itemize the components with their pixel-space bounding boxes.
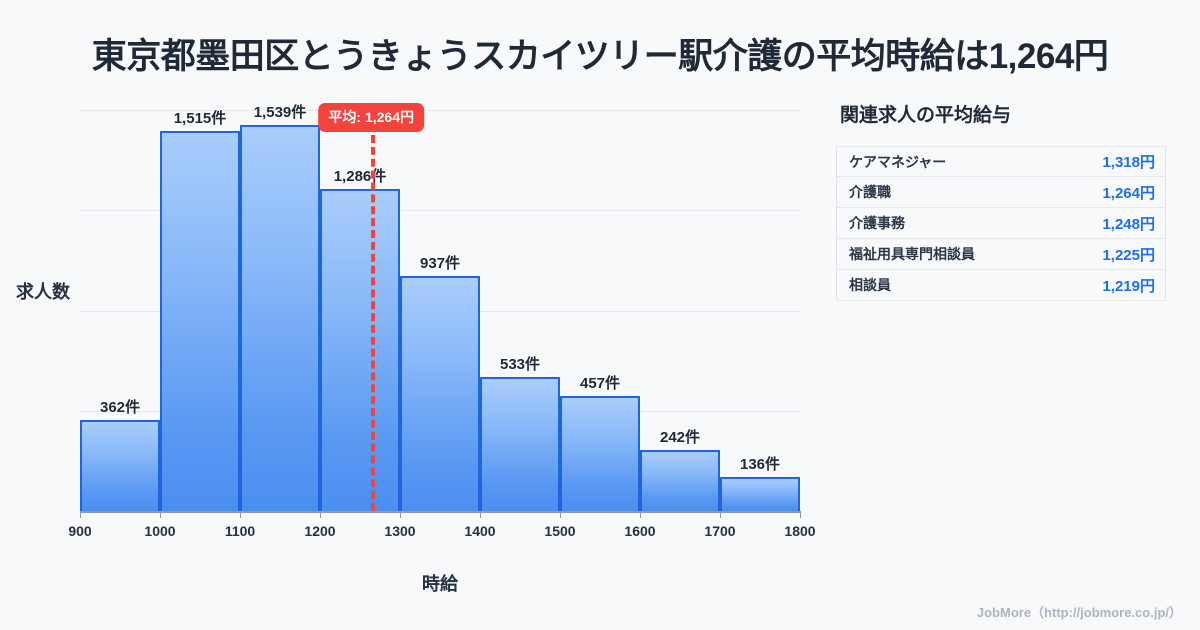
job-title-label: 介護事務 [849,215,905,231]
bar [80,420,160,511]
job-salary-value: 1,219円 [1102,277,1155,295]
job-title-label: 福祉用具専門相談員 [849,246,975,262]
x-axis-tick-label: 1400 [464,523,496,539]
table-row: 相談員 1,219円 [837,270,1165,301]
x-axis-tick [400,511,401,518]
job-title-label: 相談員 [849,277,891,293]
job-salary-value: 1,225円 [1102,246,1155,264]
bar [720,476,800,511]
bar [400,276,480,511]
bar-value-label: 1,539件 [253,104,307,122]
bar-value-label: 1,286件 [333,167,387,185]
bar [320,188,400,511]
bar-value-label: 136件 [739,455,781,473]
bar [560,396,640,511]
page-title: 東京都墨田区とうきょうスカイツリー駅介護の平均時給は1,264円 [91,37,1109,76]
job-salary-value: 1,318円 [1102,154,1155,171]
x-axis-tick-label: 1700 [704,523,736,539]
related-salary-table: ケアマネジャー 1,318円介護職 1,264円介護事務 1,248円福祉用具専門相談… [836,146,1166,301]
table-row: 介護事務 1,248円 [837,208,1165,239]
watermark-footer: JobMore（http://jobmore.co.jp/） [976,605,1182,620]
gridline [80,210,800,212]
x-axis-tick-label: 1800 [784,523,816,539]
histogram-chart: 362件 1,515件 1,539件 1,286件 937件 533件 457件 242件 13… [16,103,816,594]
x-axis-tick [480,511,481,518]
job-salary-value: 1,248円 [1102,215,1155,233]
y-axis-label: 求人数 [16,282,70,302]
x-axis-tick-label: 1500 [544,523,576,539]
bar-value-label: 362件 [99,399,141,417]
average-badge: 平均: 1,264円 [318,103,424,132]
job-title-label: 介護職 [849,184,891,200]
x-axis-tick [640,511,641,518]
bar-value-label: 533件 [499,356,541,374]
x-axis-tick-label: 1100 [224,523,256,539]
bar-value-label: 937件 [419,255,461,273]
x-axis-tick [240,511,241,518]
bar [640,450,720,511]
x-axis-tick-label: 1000 [144,523,176,539]
x-axis-tick [160,511,161,518]
bar-value-label: 457件 [579,375,621,393]
x-axis-tick-label: 900 [68,523,92,539]
x-axis-label: 時給 [422,574,458,594]
job-title-label: ケアマネジャー [849,153,947,170]
x-axis-line [80,511,800,513]
table-row: 福祉用具専門相談員 1,225円 [837,239,1165,270]
x-axis-tick-label: 1600 [624,523,656,539]
table-row: ケアマネジャー 1,318円 [837,146,1165,177]
bar-value-label: 242件 [659,429,701,447]
bar [160,131,240,511]
bar-value-label: 1,515件 [173,110,227,128]
job-salary-value: 1,264円 [1102,184,1155,202]
related-salary-title: 関連求人の平均給与 [840,105,1012,126]
table-row: 介護職 1,264円 [837,177,1165,208]
x-axis-tick [320,511,321,518]
x-axis-tick [800,511,801,518]
x-axis-tick-label: 1300 [384,523,416,539]
x-axis-tick [80,511,81,518]
gridline [80,110,800,112]
related-salary-panel: 関連求人の平均給与 ケアマネジャー 1,318円介護職 1,264円介護事務 1,24… [836,100,1166,301]
x-axis-tick [560,511,561,518]
bar [480,377,560,511]
average-line [371,135,376,511]
x-axis-tick [720,511,721,518]
bar [240,125,320,511]
x-axis-tick-label: 1200 [304,523,336,539]
